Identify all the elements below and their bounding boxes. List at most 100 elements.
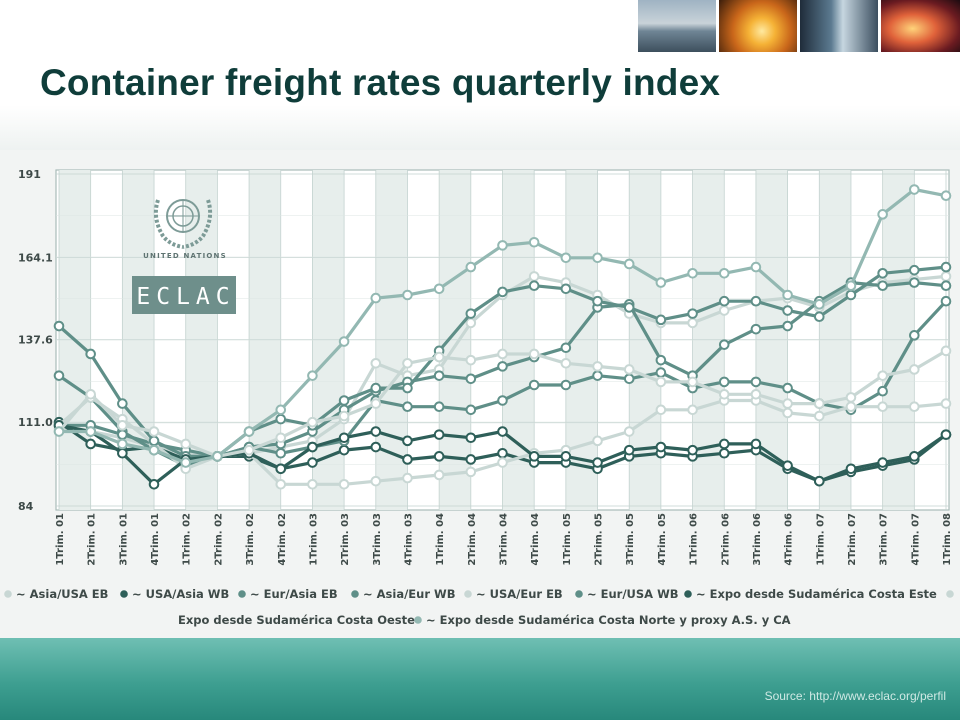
legend-label: ~ USA/Asia WB — [132, 587, 229, 601]
x-tick-label: 4Trim. 03 — [403, 513, 414, 566]
x-tick-label: 1Trim. 06 — [689, 513, 700, 566]
series-group — [53, 184, 952, 490]
x-tick-label: 3Trim. 07 — [879, 513, 890, 566]
data-point — [940, 261, 952, 273]
data-point — [655, 367, 667, 378]
data-point — [117, 420, 128, 431]
eclac-box — [132, 276, 236, 314]
x-tick-label: 4Trim. 07 — [910, 513, 921, 566]
data-point — [148, 426, 160, 437]
data-point — [877, 209, 888, 220]
data-point — [782, 460, 793, 471]
data-point — [275, 463, 287, 475]
data-point — [940, 345, 952, 357]
data-point — [718, 339, 730, 350]
data-point — [465, 373, 477, 385]
data-point — [782, 382, 793, 394]
data-point — [402, 401, 413, 413]
data-point — [85, 438, 96, 450]
data-point — [750, 376, 762, 388]
data-point — [528, 236, 540, 248]
data-point — [338, 336, 350, 347]
data-point — [402, 454, 413, 465]
data-point — [845, 463, 857, 475]
data-point — [528, 451, 540, 462]
un-emblem-icon — [153, 199, 213, 249]
data-point — [909, 330, 920, 341]
data-point — [402, 382, 413, 394]
x-tick-label: 1Trim. 08 — [942, 513, 953, 566]
source-note: Source: http://www.eclac.org/perfil — [764, 689, 946, 703]
x-tick-label: 1Trim. 02 — [182, 513, 193, 566]
data-point — [940, 190, 952, 202]
data-point — [307, 441, 318, 453]
footer-band — [0, 638, 960, 720]
x-axis-ticks: 1Trim. 01 2Trim. 01 3Trim. 01 4Trim. 01 1Tri… — [55, 513, 953, 566]
data-point — [53, 370, 65, 381]
data-point — [750, 295, 762, 307]
data-point — [275, 404, 287, 416]
data-point — [560, 283, 572, 295]
data-point — [433, 429, 445, 440]
data-point — [85, 388, 96, 400]
data-point — [940, 398, 952, 409]
legend-marker — [684, 590, 692, 598]
y-tick-label: 84 — [18, 500, 34, 513]
legend-marker — [238, 590, 246, 598]
data-point — [433, 401, 445, 413]
data-point — [307, 370, 318, 381]
data-point — [687, 444, 698, 456]
data-point — [497, 361, 508, 372]
data-point — [940, 295, 952, 307]
data-point — [877, 457, 888, 468]
data-point — [909, 401, 920, 413]
data-point — [117, 447, 128, 459]
data-point — [370, 441, 382, 453]
data-point — [718, 447, 730, 459]
data-point — [718, 295, 730, 307]
data-point — [845, 280, 857, 292]
x-tick-label: 2Trim. 03 — [340, 513, 351, 566]
legend-item: ~ Expo desde Sudamérica Costa Norte y pr… — [414, 613, 791, 627]
x-tick-label: 1Trim. 07 — [815, 513, 826, 566]
x-tick-label: 1Trim. 05 — [562, 513, 573, 566]
legend-label: ~ Expo desde Sudamérica Costa Este — [696, 587, 937, 601]
data-point — [307, 457, 318, 468]
data-point — [909, 184, 920, 195]
x-tick-label: 2Trim. 02 — [213, 513, 224, 566]
data-point — [180, 457, 192, 468]
data-point — [497, 457, 508, 468]
x-tick-label: 2Trim. 04 — [467, 513, 478, 566]
x-tick-label: 2Trim. 06 — [720, 513, 731, 566]
data-point — [85, 426, 96, 437]
data-point — [813, 475, 825, 487]
data-point — [465, 466, 477, 478]
freight-rate-chart: UNITED NATIONS ECLAC 191 164.1 137.6 111.0 8… — [4, 168, 954, 627]
eclac-label: ECLAC — [136, 284, 235, 310]
united-nations-label: UNITED NATIONS — [143, 252, 227, 260]
data-point — [465, 317, 477, 329]
data-point — [307, 416, 318, 428]
data-point — [497, 395, 508, 406]
data-point — [782, 407, 793, 419]
chart-legend: ~ Asia/USA EB ~ USA/Asia WB ~ Eur/Asia EB ~… — [4, 587, 954, 627]
data-point — [592, 295, 603, 307]
legend-marker — [946, 590, 954, 598]
y-tick-label: 191 — [18, 168, 41, 181]
data-point — [687, 376, 698, 388]
y-axis-ticks: 191 164.1 137.6 111.0 84 — [18, 168, 53, 513]
data-point — [592, 361, 603, 372]
data-point — [655, 441, 667, 453]
data-point — [243, 444, 255, 456]
data-point — [877, 280, 888, 292]
x-tick-label: 2Trim. 01 — [87, 513, 98, 566]
data-point — [750, 388, 762, 400]
legend-item: Expo desde Sudamérica Costa Oeste — [178, 613, 415, 627]
x-tick-label: 3Trim. 05 — [625, 513, 636, 566]
series-8 — [53, 184, 952, 468]
x-tick-label: 3Trim. 02 — [245, 513, 256, 566]
data-point — [718, 376, 730, 388]
data-point — [940, 429, 952, 440]
data-point — [560, 252, 572, 264]
data-point — [623, 302, 635, 313]
